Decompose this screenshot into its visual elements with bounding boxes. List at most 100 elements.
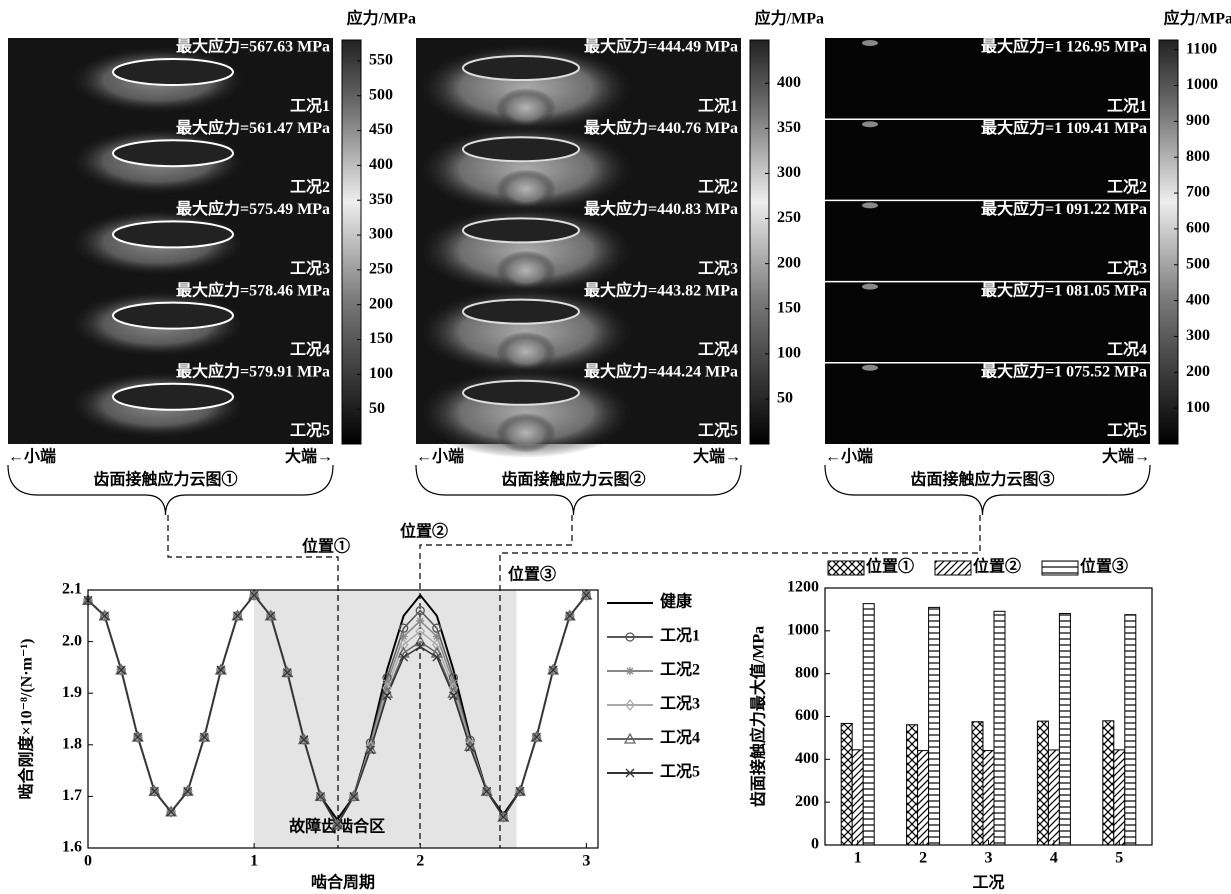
contact-ellipse xyxy=(112,382,234,411)
max-stress: 最大应力=444.49 MPa xyxy=(584,37,738,56)
case-label: 工况5 xyxy=(1107,422,1147,440)
marker xyxy=(149,786,159,796)
marker xyxy=(548,665,558,675)
marker xyxy=(515,786,525,796)
marker xyxy=(315,790,326,803)
panel-caption: 齿面接触应力云图③ xyxy=(910,470,1054,489)
y-axis-label: 齿面接触应力最大值/MPa xyxy=(749,626,768,807)
marker xyxy=(282,666,293,679)
y-tick-label: 800 xyxy=(795,664,819,681)
marker xyxy=(625,632,635,642)
marker xyxy=(233,611,242,621)
marker xyxy=(349,791,359,801)
x-tick-label: 3 xyxy=(582,853,590,870)
stress-glow xyxy=(496,88,556,128)
stress-glow xyxy=(496,250,556,291)
marker xyxy=(416,616,425,625)
y-tick-label: 400 xyxy=(795,750,819,767)
case-label: 工况3 xyxy=(698,259,738,277)
y-tick-label: 1.8 xyxy=(62,735,82,752)
colorbar-tick-label: 200 xyxy=(777,254,801,271)
bar xyxy=(862,603,875,846)
case-label: 工况5 xyxy=(290,422,330,440)
bar xyxy=(1058,612,1071,846)
contact-ellipse xyxy=(112,58,234,86)
marker xyxy=(116,665,126,675)
marker xyxy=(564,609,575,622)
colorbar-tick-label: 500 xyxy=(369,86,393,103)
colorbar-tick-label: 150 xyxy=(777,299,801,316)
connector xyxy=(419,515,573,845)
bar xyxy=(917,750,930,846)
marker xyxy=(332,820,342,830)
position-label: 位置② xyxy=(400,522,448,541)
x-tick-label: 5 xyxy=(1115,850,1123,867)
marker xyxy=(498,812,508,822)
panel-caption: 齿面接触应力云图② xyxy=(501,470,645,489)
brace xyxy=(415,464,742,516)
x-tick-label: 4 xyxy=(1050,850,1058,867)
bar xyxy=(1113,749,1126,846)
colorbar-tick-label: 350 xyxy=(777,119,801,136)
marker xyxy=(432,632,441,641)
marker xyxy=(348,790,359,803)
contact-ellipse xyxy=(462,55,580,81)
max-stress: 最大应力=1 109.41 MPa xyxy=(981,118,1147,137)
legend-label: 位置① xyxy=(866,557,914,576)
end-label: 大端→ xyxy=(285,447,333,466)
marker xyxy=(625,698,635,712)
max-stress: 最大应力=579.91 MPa xyxy=(176,361,330,380)
marker xyxy=(364,742,377,754)
case-label: 工况2 xyxy=(290,178,330,196)
marker xyxy=(216,665,226,675)
colorbar-tick-label: 400 xyxy=(777,74,801,91)
marker xyxy=(198,730,211,742)
marker xyxy=(432,652,442,662)
y-tick-label: 0 xyxy=(811,836,819,853)
max-stress: 最大应力=578.46 MPa xyxy=(176,280,330,299)
colorbar xyxy=(341,39,362,445)
stress-glow xyxy=(496,412,556,453)
marker xyxy=(399,652,409,662)
case-label: 工况4 xyxy=(698,340,738,358)
y-tick-label: 1200 xyxy=(787,579,819,596)
marker xyxy=(216,663,226,677)
marker xyxy=(463,740,477,751)
marker xyxy=(382,681,392,695)
case-label: 工况1 xyxy=(1107,97,1147,115)
legend-swatch xyxy=(827,560,865,576)
marker xyxy=(199,732,209,742)
colorbar-tick-label: 900 xyxy=(1186,112,1210,129)
end-label: ←小端 xyxy=(8,447,56,466)
contact-ellipse xyxy=(112,301,234,330)
marker xyxy=(282,668,292,678)
bar xyxy=(982,750,995,846)
marker xyxy=(148,784,161,796)
marker xyxy=(164,805,178,817)
contact-ellipse xyxy=(462,298,580,325)
marker xyxy=(565,611,575,621)
marker xyxy=(297,733,311,745)
colorbar-tick-label: 450 xyxy=(369,121,393,138)
contour-panel xyxy=(825,38,1150,444)
contact-spot xyxy=(862,202,878,209)
max-stress: 最大应力=1 091.22 MPa xyxy=(981,199,1147,218)
colorbar-tick-label: 800 xyxy=(1186,148,1210,165)
colorbar-title: 应力/MPa xyxy=(1164,9,1231,28)
contact-ellipse xyxy=(112,220,234,249)
marker xyxy=(331,818,344,830)
marker xyxy=(314,790,327,802)
marker xyxy=(98,609,111,621)
x-axis-label: 工况 xyxy=(972,874,1004,892)
marker xyxy=(116,663,127,677)
colorbar-tick-label: 400 xyxy=(369,156,393,173)
legend-swatch xyxy=(1041,560,1079,576)
marker xyxy=(332,818,343,831)
colorbar-tick-label: 200 xyxy=(369,295,393,312)
bar xyxy=(928,606,941,846)
marker xyxy=(515,785,525,798)
colorbar-tick-label: 200 xyxy=(1186,363,1210,380)
marker xyxy=(299,733,309,746)
marker xyxy=(448,681,459,695)
colorbar-tick-label: 500 xyxy=(1186,255,1210,272)
